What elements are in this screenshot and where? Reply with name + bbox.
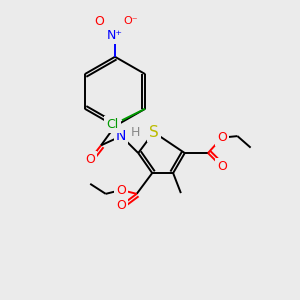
- Text: Cl: Cl: [106, 118, 119, 131]
- Text: H: H: [130, 126, 140, 139]
- Text: S: S: [149, 125, 159, 140]
- Text: O: O: [217, 131, 227, 144]
- Text: O: O: [116, 184, 126, 196]
- Text: O: O: [217, 160, 227, 173]
- Text: O⁻: O⁻: [123, 16, 138, 26]
- Text: N: N: [116, 129, 126, 143]
- Text: O: O: [85, 153, 95, 166]
- Text: N⁺: N⁺: [107, 29, 123, 42]
- Text: O: O: [116, 199, 126, 212]
- Text: O: O: [94, 15, 104, 28]
